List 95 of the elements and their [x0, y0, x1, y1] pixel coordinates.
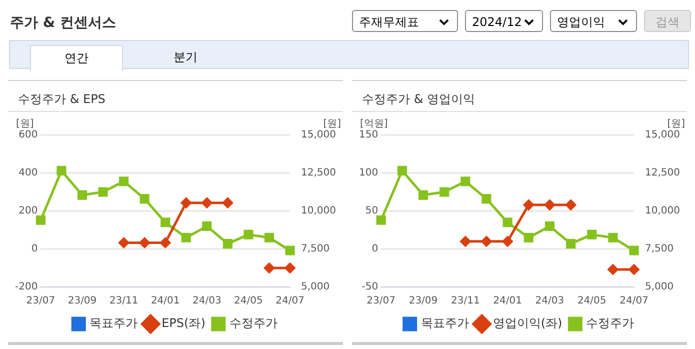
y-tick-label: 150	[358, 130, 378, 141]
y-tick-label: 400	[18, 168, 38, 179]
x-tick-label: 23/11	[450, 296, 480, 307]
y2-tick-label: 7,500	[645, 244, 674, 255]
text: 영업이익	[550, 10, 637, 32]
y2-tick-label: 15,000	[645, 130, 680, 141]
legend-label: EPS(좌)	[162, 316, 206, 330]
text: 주가 & 컨센서스	[10, 14, 116, 32]
legend-label: 영업이익(좌)	[492, 316, 562, 330]
point	[523, 200, 534, 210]
point	[202, 221, 212, 231]
point	[608, 232, 618, 242]
y2-tick-label: 15,000	[301, 130, 336, 141]
point	[544, 200, 555, 210]
point	[160, 218, 170, 228]
point	[119, 176, 129, 186]
y-tick-label: 100	[358, 168, 378, 179]
y2-tick-label: 12,500	[301, 168, 336, 179]
y-tick-label: 0	[31, 244, 38, 255]
y-axis-title: [원]	[16, 118, 34, 130]
x-tick-label: 24/03	[192, 296, 222, 307]
text: 2024/12	[465, 10, 543, 32]
point	[629, 246, 639, 256]
y-axis-title: [억원]	[360, 118, 388, 130]
point	[264, 232, 274, 242]
chart-title: 수정주가 & EPS	[18, 91, 106, 108]
y-tick-label: 0	[372, 244, 378, 255]
point	[482, 194, 492, 204]
point	[502, 236, 513, 247]
point	[56, 166, 66, 176]
x-tick-label: 24/01	[493, 296, 522, 307]
y2-tick-label: 12,500	[645, 168, 680, 179]
x-tick-label: 23/11	[109, 296, 138, 307]
point	[284, 262, 296, 274]
point	[202, 198, 212, 208]
point	[98, 187, 108, 197]
legend-label: 수정주가	[229, 316, 278, 330]
y-tick-label: 50	[365, 206, 378, 217]
point	[77, 190, 88, 200]
y2-tick-label: 5,000	[301, 282, 330, 293]
point	[566, 200, 576, 210]
point	[608, 264, 618, 275]
text: 연간	[30, 45, 123, 71]
point	[460, 236, 471, 247]
x-tick-label: 24/03	[535, 296, 564, 307]
x-tick-label: 24/05	[234, 296, 263, 307]
y2-tick-label: 10,000	[301, 206, 336, 217]
y2-tick-label: 5,000	[645, 282, 674, 293]
point	[244, 230, 254, 240]
x-tick-label: 23/09	[408, 296, 438, 307]
point	[524, 232, 534, 242]
y-tick-label: 600	[18, 130, 38, 141]
point	[397, 166, 407, 176]
x-tick-label: 23/07	[26, 296, 56, 307]
text: 분기	[172, 49, 198, 66]
point	[139, 237, 150, 248]
point	[222, 238, 232, 248]
x-tick-label: 23/09	[68, 296, 97, 307]
point	[440, 187, 450, 197]
point	[36, 215, 46, 225]
point	[140, 194, 150, 204]
point	[566, 238, 576, 248]
point	[502, 218, 512, 228]
y2-tick-label: 7,500	[301, 244, 330, 255]
point	[418, 190, 428, 200]
point	[285, 246, 295, 256]
point	[181, 232, 191, 242]
legend-label: 목표주가	[90, 316, 138, 330]
point	[587, 230, 597, 240]
point	[544, 221, 554, 231]
point	[376, 215, 386, 225]
x-tick-label: 23/07	[366, 296, 396, 307]
y-tick-label: 200	[18, 206, 38, 217]
point	[481, 236, 492, 247]
text: 주재무제표	[352, 10, 458, 32]
point	[628, 264, 640, 275]
chart-title: 수정주가 & 영업이익	[362, 91, 475, 108]
y2-axis-title: [원]	[323, 118, 342, 130]
point	[264, 262, 274, 274]
point	[160, 237, 171, 248]
x-tick-label: 24/01	[150, 296, 180, 307]
x-tick-label: 24/07	[276, 296, 304, 307]
y-tick-label: -50	[362, 282, 378, 293]
y2-axis-title: [원]	[667, 118, 686, 130]
x-tick-label: 24/05	[577, 296, 606, 307]
text: 검색	[644, 10, 691, 32]
x-tick-label: 24/07	[620, 296, 648, 307]
legend-label: 수정주가	[586, 316, 634, 330]
legend-label: 목표주가	[420, 316, 469, 330]
point	[180, 198, 192, 208]
point	[222, 198, 233, 208]
point	[460, 176, 470, 186]
point	[118, 237, 130, 248]
y2-tick-label: 10,000	[645, 206, 680, 217]
y-tick-label: -200	[14, 282, 38, 293]
